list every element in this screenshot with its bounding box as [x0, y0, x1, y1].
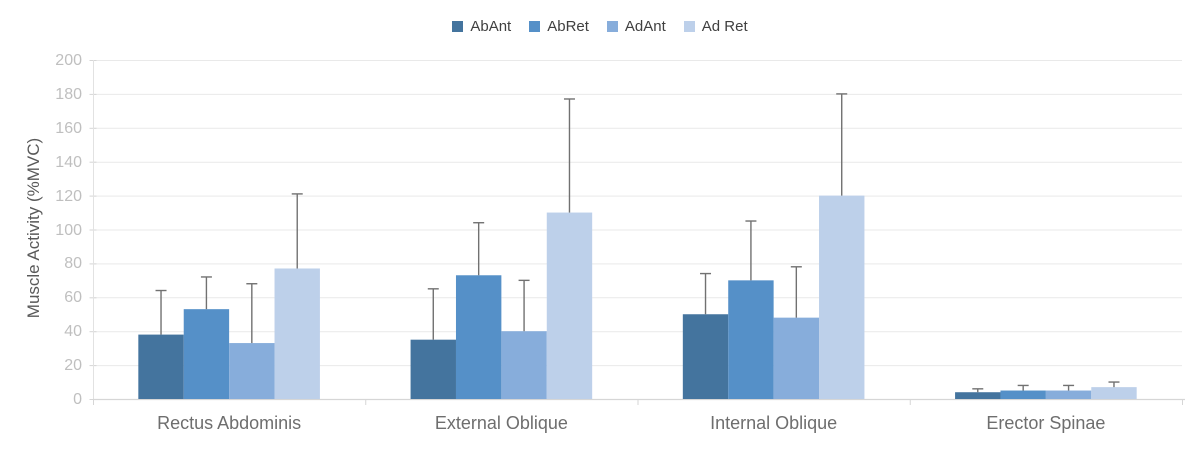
legend-swatch-icon: [683, 20, 695, 32]
legend-item-AdRet: Ad Ret: [683, 17, 748, 35]
y-tick-label-20: 20: [64, 357, 82, 375]
bar-AdRet-ExternalOblique: [546, 212, 593, 399]
bar-AbRet-InternalOblique: [728, 280, 774, 399]
y-tick-label-200: 200: [55, 52, 82, 69]
y-tick-label-100: 100: [55, 221, 82, 239]
legend-swatch-icon: [529, 20, 541, 32]
y-tick-label-140: 140: [55, 153, 82, 171]
y-tick-label-180: 180: [55, 85, 82, 103]
category-label-InternalOblique: Internal Oblique: [710, 413, 838, 433]
legend-swatch-icon: [606, 20, 618, 32]
legend-label: AbAnt: [470, 17, 512, 35]
bar-AdAnt-RectusAbdominis: [229, 343, 275, 399]
y-tick-label-80: 80: [64, 255, 82, 273]
category-label-RectusAbdominis: Rectus Abdominis: [157, 413, 302, 433]
bar-AbRet-ExternalOblique: [455, 275, 502, 399]
legend-item-AbRet: AbRet: [529, 19, 589, 34]
legend-label: AbRet: [547, 17, 589, 35]
legend-label: Ad Ret: [701, 17, 748, 35]
bar-AbRet-RectusAbdominis: [183, 309, 230, 399]
y-tick-label-60: 60: [64, 289, 82, 307]
bar-AdRet-InternalOblique: [819, 195, 865, 399]
y-tick-label-0: 0: [73, 391, 82, 408]
bar-AbAnt-ExternalOblique: [410, 339, 456, 399]
legend-swatch-icon: [452, 20, 464, 32]
bar-AdRet-RectusAbdominis: [274, 268, 320, 399]
bar-AdAnt-InternalOblique: [773, 317, 820, 399]
legend-item-AdAnt: AdAnt: [606, 17, 666, 35]
bar-AdRet-ErectorSpinae: [1091, 387, 1137, 399]
legend-item-AbAnt: AbAnt: [452, 19, 511, 34]
y-tick-label-120: 120: [55, 187, 82, 205]
bar-AdAnt-ExternalOblique: [501, 331, 547, 399]
category-label-ErectorSpinae: Erector Spinae: [986, 413, 1106, 433]
legend-label: AdAnt: [624, 17, 666, 35]
bar-AdAnt-ErectorSpinae: [1045, 390, 1092, 399]
bar-AbRet-ErectorSpinae: [1000, 390, 1046, 399]
y-tick-label-160: 160: [55, 119, 82, 137]
bar-AbAnt-RectusAbdominis: [138, 334, 184, 399]
bar-AbAnt-InternalOblique: [682, 314, 729, 399]
bar-AbAnt-ErectorSpinae: [955, 392, 1001, 399]
y-tick-label-40: 40: [64, 323, 82, 341]
category-label-ExternalOblique: External Oblique: [434, 413, 568, 433]
chart-legend: AbAnt AbRet AdAnt Ad Ret: [0, 14, 1200, 38]
